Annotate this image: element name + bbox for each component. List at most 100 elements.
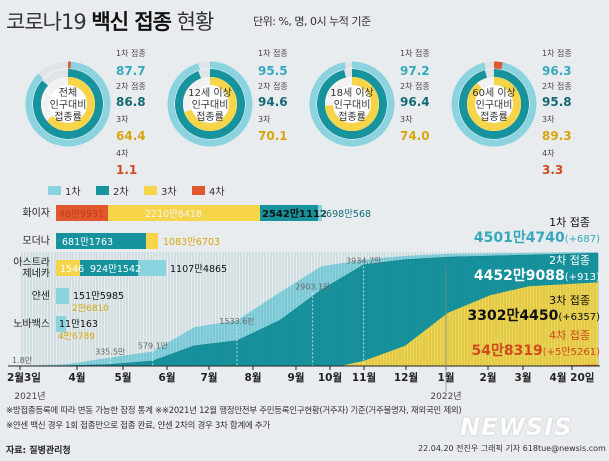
donut-arc-dose3 <box>46 77 95 131</box>
vaccine-name: 노바백스 <box>13 318 50 330</box>
vaccine-name: 모더나 <box>22 235 50 247</box>
donut-value-dose3: 64.4 <box>116 129 146 143</box>
donut-center-text: 접종률 <box>196 111 224 123</box>
donut-center-text: 인구대비 <box>334 99 371 111</box>
donut-value-dose3: 70.1 <box>258 129 288 143</box>
vaccine-bar-dose2 <box>260 205 318 221</box>
footnote-1: ※방접종등록에 따라 변동 가능한 잠정 통계 ※※2021년 12월 행정안전… <box>6 406 462 416</box>
vaccine-value-label: 4만6789 <box>58 331 95 342</box>
x-tick-label: 2월 <box>480 371 497 384</box>
vaccine-name: 아스트라 <box>13 257 50 269</box>
donut-label-dose3: 3차 <box>542 115 555 124</box>
year-label-2022: 2022년 <box>430 391 461 402</box>
vaccine-bar-dose1 <box>56 288 69 304</box>
donut-label-dose2: 2차 접종 <box>258 81 288 91</box>
donut-center-text: 인구대비 <box>50 99 87 111</box>
donut-arc-dose4 <box>493 61 503 70</box>
donut-label-dose2: 2차 접종 <box>116 81 146 91</box>
donut-label-dose2: 2차 접종 <box>400 81 430 91</box>
title-bold: 백신 접종 <box>91 10 172 34</box>
donut-arc-dose3 <box>325 77 379 131</box>
donut-label-dose1: 1차 접종 <box>400 48 430 58</box>
x-tick-label: 7월 <box>201 371 218 384</box>
donut-center-text: 접종률 <box>54 111 82 123</box>
vaccine-value-label: 1107만4865 <box>170 264 227 275</box>
footnote-2: ※얀센 백신 경우 1회 접종만으로 접종 완료, 얀센 2차의 경우 3차 합… <box>6 421 270 431</box>
vaccine-bar-dose3 <box>56 260 80 276</box>
donut-label-dose3: 3차 <box>400 115 413 124</box>
vaccine-bar-dose3 <box>146 233 158 249</box>
donut-label-dose4: 4차 <box>542 149 555 158</box>
donut-value-dose1: 96.3 <box>542 64 572 78</box>
vaccine-bar-dose4 <box>56 205 108 221</box>
vaccine-bar-dose1 <box>138 260 166 276</box>
donut-arc-dose1 <box>309 61 395 147</box>
donut-center-text: 인구대비 <box>476 99 513 111</box>
donut-center-text: 60세 이상 <box>472 87 516 99</box>
legend-label-2: 2차 <box>113 186 129 198</box>
x-tick-label: 9월 <box>288 371 305 384</box>
vaccine-row-1: 화이자 <box>22 205 322 221</box>
legend-swatch-1 <box>48 186 61 195</box>
donut-value-dose2: 86.8 <box>116 95 146 109</box>
donut-label-dose2: 2차 접종 <box>542 81 572 91</box>
annotation-label: 1.8만 <box>12 356 33 365</box>
page-title: 코로나19 백신 접종 현황 <box>6 6 214 36</box>
vaccine-row-4: 얀센 <box>32 288 69 304</box>
total-number: 3302만4450 <box>468 308 559 324</box>
legend-swatch-3 <box>144 186 157 195</box>
x-tick-label: 6월 <box>159 371 176 384</box>
total-number: 4452만9088 <box>474 268 565 284</box>
donut-value-dose1: 87.7 <box>116 64 146 78</box>
x-tick-label: 4월 <box>69 371 86 384</box>
total-value-dose3: 3302만4450(+6357) <box>468 308 601 324</box>
total-label-dose1: 1차 접종 <box>549 216 590 229</box>
x-tick-label: 4월 20일 <box>550 371 595 384</box>
legend-label-3: 3차 <box>161 186 177 198</box>
vaccine-value-label: 46만9931 <box>59 209 104 220</box>
donut-value-dose3: 74.0 <box>400 129 430 143</box>
vaccine-bar-dose1 <box>318 205 322 221</box>
total-delta: (+6357) <box>558 312 600 323</box>
donut-value-dose2: 94.6 <box>258 95 288 109</box>
total-label-dose2: 2차 접종 <box>549 254 590 267</box>
vaccine-value-label: 2698만568 <box>320 209 371 220</box>
x-tick-label: 11월 <box>352 371 376 384</box>
vaccine-value-label: 1546 <box>60 264 84 275</box>
donut-value-dose4: 1.1 <box>116 163 137 177</box>
vaccine-value-label: 924만1542 <box>90 264 141 275</box>
donut-label-dose4: 4차 <box>116 149 129 158</box>
vaccine-value-label: 681만1763 <box>62 237 113 248</box>
vaccine-row-5: 노바백스 <box>13 316 66 332</box>
vaccine-bar-dose3 <box>108 205 260 221</box>
total-value-dose2: 4452만9088(+913) <box>474 268 600 284</box>
newsis-logo: NEWSIS <box>460 413 573 441</box>
donut-arc-dose1 <box>25 61 111 147</box>
title-light: 코로나19 <box>6 10 87 34</box>
vaccine-bar-dose2 <box>56 233 146 249</box>
donut-arc-dose1 <box>451 61 537 147</box>
donut-value-dose2: 95.8 <box>542 95 572 109</box>
donut-center-text: 접종률 <box>338 111 366 123</box>
donut-label-dose1: 1차 접종 <box>116 48 146 58</box>
legend-swatch-4 <box>192 186 205 195</box>
donut-arc-dose3 <box>467 77 521 131</box>
x-tick-label: 5월 <box>115 371 132 384</box>
donut-center-text: 접종률 <box>480 111 508 123</box>
donut-value-dose1: 95.5 <box>258 64 288 78</box>
x-tick-label: 10월 <box>318 371 342 384</box>
annotation-label: 1533.6만 <box>219 317 255 326</box>
vaccine-row-2: 모더나 <box>22 233 158 249</box>
donut-arc-dose1 <box>167 61 253 147</box>
annotation-label: 579.1만 <box>138 341 169 350</box>
donut-label-dose1: 1차 접종 <box>542 48 572 58</box>
donut-center-text: 12세 이상 <box>188 87 232 99</box>
donut-label-dose1: 1차 접종 <box>258 48 288 58</box>
